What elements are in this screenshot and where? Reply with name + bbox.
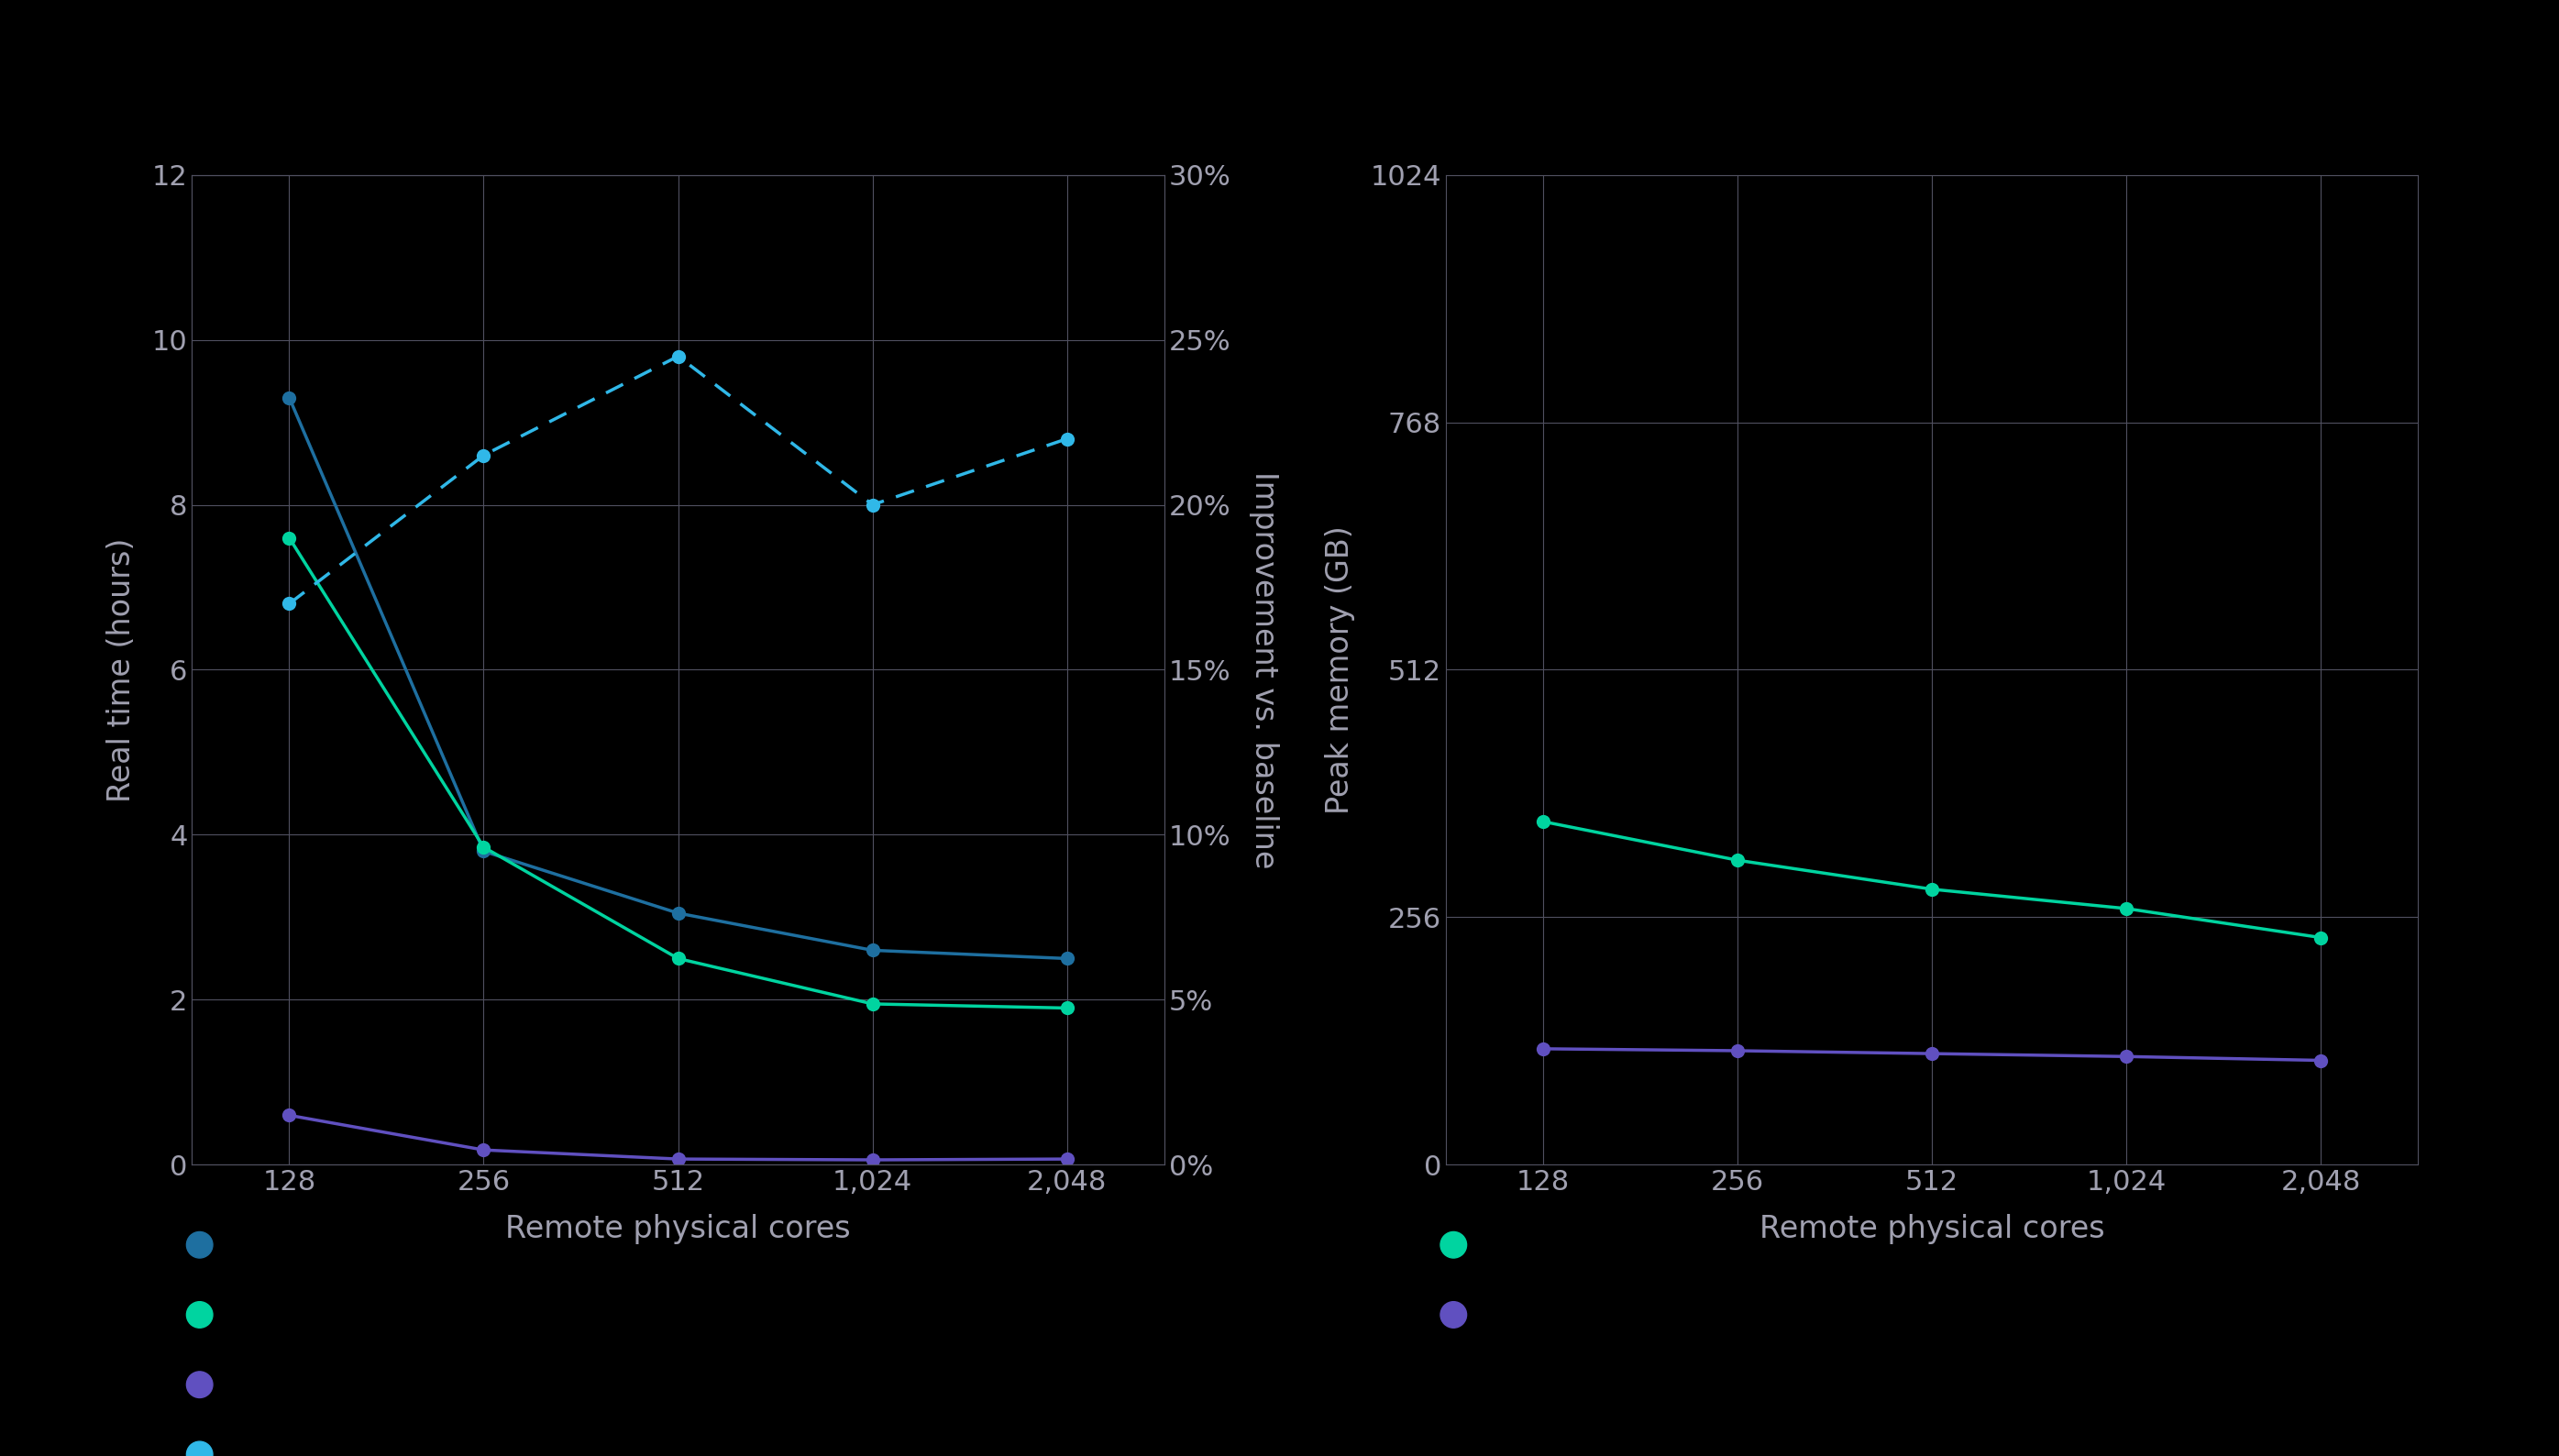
Y-axis label: Improvement vs. baseline: Improvement vs. baseline — [1249, 472, 1280, 868]
Y-axis label: Real time (hours): Real time (hours) — [107, 537, 136, 802]
X-axis label: Remote physical cores: Remote physical cores — [1761, 1214, 2103, 1243]
Y-axis label: Peak memory (GB): Peak memory (GB) — [1326, 526, 1356, 814]
X-axis label: Remote physical cores: Remote physical cores — [507, 1214, 850, 1243]
